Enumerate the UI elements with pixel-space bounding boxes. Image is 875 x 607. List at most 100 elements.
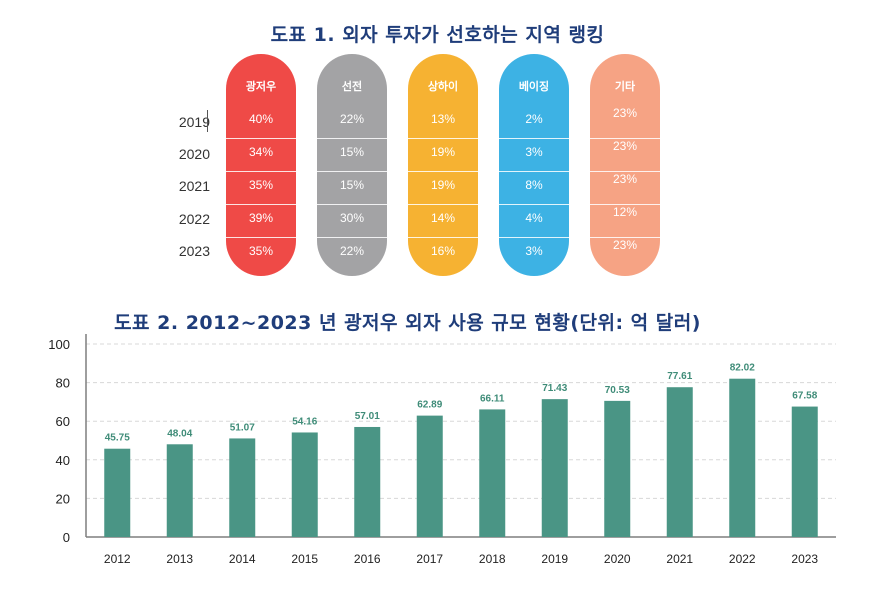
- region-pill-others: 기타 23% 23% 23% 12% 23%: [590, 54, 660, 276]
- figure2-title: 도표 2. 2012~2023 년 광저우 외자 사용 규모 현황(단위: 억 …: [114, 312, 701, 334]
- bar: [291, 432, 318, 537]
- share-cell: 19%: [430, 178, 456, 192]
- share-cell: 2%: [525, 112, 543, 126]
- share-cell: 40%: [248, 112, 274, 126]
- bar: [354, 426, 381, 537]
- year-label-2022: 2022: [178, 211, 210, 227]
- data-label: 45.75: [105, 433, 130, 444]
- share-cell: 12%: [612, 205, 638, 219]
- bar: [416, 415, 443, 537]
- row-divider: [590, 138, 660, 139]
- region-pill-shanghai: 상하이 13% 19% 19% 14% 16%: [408, 54, 478, 276]
- share-cell: 15%: [339, 145, 365, 159]
- data-label: 62.89: [417, 400, 442, 411]
- row-divider: [499, 237, 569, 238]
- share-cell: 16%: [430, 244, 456, 258]
- data-label: 67.58: [792, 391, 817, 402]
- region-pill-shenzhen: 선전 22% 15% 15% 30% 22%: [317, 54, 387, 276]
- share-cell: 15%: [339, 178, 365, 192]
- share-cell: 35%: [248, 178, 274, 192]
- region-name: 선전: [341, 80, 363, 93]
- share-cell: 23%: [612, 106, 638, 120]
- y-tick-label: 100: [48, 337, 70, 352]
- y-tick-label: 60: [56, 414, 70, 429]
- share-cell: 39%: [248, 211, 274, 225]
- data-label: 82.02: [730, 363, 755, 374]
- share-cell: 4%: [525, 211, 543, 225]
- share-cell: 35%: [248, 244, 274, 258]
- region-name: 상하이: [427, 80, 459, 93]
- x-tick-label: 2022: [729, 552, 756, 566]
- share-cell: 23%: [612, 238, 638, 252]
- year-caret: [207, 110, 208, 132]
- x-tick-label: 2021: [666, 552, 693, 566]
- row-divider: [590, 171, 660, 172]
- year-label-2021: 2021: [178, 178, 210, 194]
- row-divider: [226, 237, 296, 238]
- y-tick-label: 80: [56, 376, 70, 391]
- region-pill-guangzhou: 광저우 40% 34% 35% 39% 35%: [226, 54, 296, 276]
- data-label: 51.07: [230, 422, 255, 433]
- bar: [166, 444, 193, 537]
- data-label: 77.61: [667, 371, 692, 382]
- region-name: 베이징: [518, 80, 550, 93]
- x-tick-label: 2014: [229, 552, 256, 566]
- share-cell: 23%: [612, 139, 638, 153]
- row-divider: [226, 171, 296, 172]
- bar: [666, 387, 693, 537]
- bar: [541, 399, 568, 537]
- x-tick-label: 2019: [541, 552, 568, 566]
- row-divider: [590, 237, 660, 238]
- data-label: 54.16: [292, 416, 317, 427]
- share-cell: 3%: [525, 244, 543, 258]
- row-divider: [317, 171, 387, 172]
- row-divider: [499, 138, 569, 139]
- data-label: 71.43: [542, 383, 567, 394]
- figure1-title: 도표 1. 외자 투자가 선호하는 지역 랭킹: [270, 24, 605, 46]
- share-cell: 14%: [430, 211, 456, 225]
- y-tick-label: 20: [56, 491, 70, 506]
- row-divider: [408, 204, 478, 205]
- share-cell: 19%: [430, 145, 456, 159]
- row-divider: [226, 204, 296, 205]
- share-cell: 8%: [525, 178, 543, 192]
- share-cell: 3%: [525, 145, 543, 159]
- y-tick-label: 40: [56, 453, 70, 468]
- bar: [104, 448, 131, 537]
- row-divider: [317, 204, 387, 205]
- row-divider: [408, 138, 478, 139]
- share-cell: 23%: [612, 172, 638, 186]
- share-cell: 30%: [339, 211, 365, 225]
- share-cell: 22%: [339, 244, 365, 258]
- share-cell: 34%: [248, 145, 274, 159]
- year-label-2019: 2019: [178, 114, 210, 130]
- bar: [229, 438, 256, 537]
- x-tick-label: 2013: [166, 552, 193, 566]
- share-cell: 22%: [339, 112, 365, 126]
- row-divider: [226, 138, 296, 139]
- row-divider: [317, 138, 387, 139]
- bar: [791, 406, 818, 537]
- bar: [729, 378, 756, 537]
- bar: [479, 409, 506, 537]
- row-divider: [590, 204, 660, 205]
- share-cell: 13%: [430, 112, 456, 126]
- row-divider: [499, 171, 569, 172]
- x-tick-label: 2016: [354, 552, 381, 566]
- x-tick-label: 2023: [791, 552, 818, 566]
- data-label: 66.11: [480, 393, 505, 404]
- x-tick-label: 2015: [291, 552, 318, 566]
- x-tick-label: 2012: [104, 552, 131, 566]
- data-label: 48.04: [167, 428, 192, 439]
- region-name: 광저우: [245, 80, 277, 93]
- region-pill-beijing: 베이징 2% 3% 8% 4% 3%: [499, 54, 569, 276]
- y-tick-label: 0: [63, 530, 70, 545]
- x-tick-label: 2020: [604, 552, 631, 566]
- year-label-2023: 2023: [178, 243, 210, 259]
- row-divider: [317, 237, 387, 238]
- bar: [604, 400, 631, 537]
- data-label: 70.53: [605, 385, 630, 396]
- row-divider: [408, 237, 478, 238]
- data-label: 57.01: [355, 411, 380, 422]
- region-name: 기타: [614, 80, 636, 93]
